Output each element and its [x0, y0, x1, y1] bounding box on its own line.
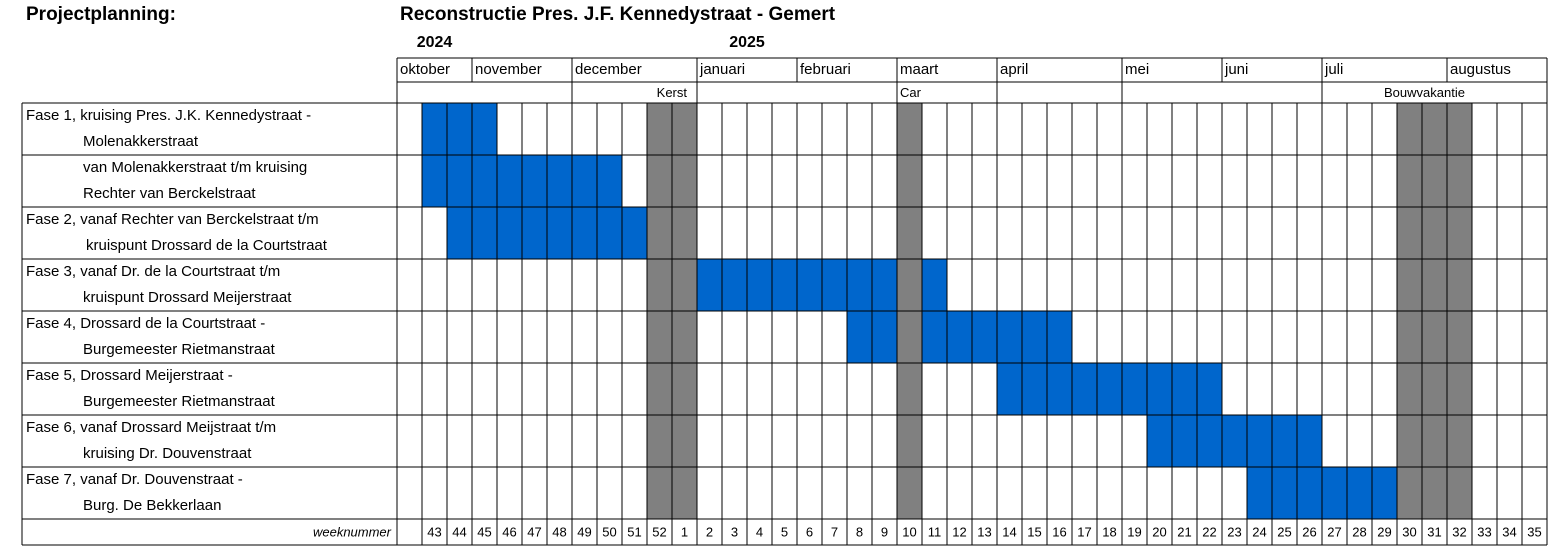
header-label: Projectplanning: [26, 4, 176, 25]
month-label: november [475, 61, 542, 78]
holiday-label: Car [900, 85, 922, 100]
week-number: 15 [1027, 524, 1041, 539]
month-label: februari [800, 61, 851, 78]
phase-bar [1147, 415, 1322, 467]
week-axis-label: weeknummer [313, 524, 392, 539]
week-number: 32 [1452, 524, 1466, 539]
week-number: 51 [627, 524, 641, 539]
phase-label: Fase 2, vanaf Rechter van Berckelstraat … [26, 211, 319, 228]
phase-label: kruising Dr. Douvenstraat [83, 445, 252, 462]
phase-label: Rechter van Berckelstraat [83, 185, 256, 202]
week-number: 48 [552, 524, 566, 539]
week-number: 33 [1477, 524, 1491, 539]
phase-label: Burgemeester Rietmanstraat [83, 393, 276, 410]
phase-label: Burgemeester Rietmanstraat [83, 341, 276, 358]
month-label: maart [900, 61, 939, 78]
phase-label: Fase 1, kruising Pres. J.K. Kennedystraa… [26, 107, 311, 124]
phase-label: van Molenakkerstraat t/m kruising [83, 159, 307, 176]
week-number: 31 [1427, 524, 1441, 539]
week-number: 26 [1302, 524, 1316, 539]
month-label: december [575, 61, 642, 78]
week-number: 5 [781, 524, 788, 539]
week-number: 29 [1377, 524, 1391, 539]
holiday-label: Kerst [657, 85, 688, 100]
week-number: 47 [527, 524, 541, 539]
month-label: juli [1324, 61, 1343, 78]
week-number: 11 [928, 524, 942, 539]
week-number: 27 [1327, 524, 1341, 539]
week-number: 10 [902, 524, 916, 539]
week-number: 17 [1077, 524, 1091, 539]
week-number: 6 [806, 524, 813, 539]
week-number: 13 [977, 524, 991, 539]
phase-label: Molenakkerstraat [83, 133, 199, 150]
week-number: 4 [756, 524, 763, 539]
week-number: 2 [706, 524, 713, 539]
week-number: 46 [502, 524, 516, 539]
week-number: 22 [1202, 524, 1216, 539]
chart-title: Reconstructie Pres. J.F. Kennedystraat -… [400, 4, 836, 25]
month-label: januari [699, 61, 745, 78]
week-number: 12 [952, 524, 966, 539]
week-number: 20 [1152, 524, 1166, 539]
phase-label: kruispunt Drossard Meijerstraat [83, 289, 292, 306]
phase-label: Burg. De Bekkerlaan [83, 497, 221, 514]
week-number: 28 [1352, 524, 1366, 539]
phase-bar [422, 103, 497, 155]
week-number: 3 [731, 524, 738, 539]
month-label: april [1000, 61, 1028, 78]
week-number: 52 [652, 524, 666, 539]
month-label: mei [1125, 61, 1149, 78]
week-number: 7 [831, 524, 838, 539]
week-number: 18 [1102, 524, 1116, 539]
week-number: 19 [1127, 524, 1141, 539]
month-label: augustus [1450, 61, 1511, 78]
phase-label: Fase 4, Drossard de la Courtstraat - [26, 315, 265, 332]
phase-label: Fase 5, Drossard Meijerstraat - [26, 367, 233, 384]
month-label: oktober [400, 61, 450, 78]
phase-label: Fase 7, vanaf Dr. Douvenstraat - [26, 471, 243, 488]
week-number: 8 [856, 524, 863, 539]
week-number: 21 [1177, 524, 1191, 539]
week-number: 14 [1002, 524, 1016, 539]
month-label: juni [1224, 61, 1248, 78]
phase-bar [997, 363, 1222, 415]
phase-label: kruispunt Drossard de la Courtstraat [86, 237, 328, 254]
week-number: 45 [477, 524, 491, 539]
week-number: 35 [1527, 524, 1541, 539]
week-number: 49 [577, 524, 591, 539]
week-number: 9 [881, 524, 888, 539]
year-label: 2024 [417, 34, 453, 51]
week-number: 16 [1052, 524, 1066, 539]
week-number: 44 [452, 524, 466, 539]
week-number: 25 [1277, 524, 1291, 539]
year-label: 2025 [729, 34, 765, 51]
week-number: 43 [427, 524, 441, 539]
week-number: 23 [1227, 524, 1241, 539]
phase-label: Fase 6, vanaf Drossard Meijstraat t/m [26, 419, 276, 436]
week-number: 24 [1252, 524, 1266, 539]
phase-bar [847, 311, 1072, 363]
week-number: 30 [1402, 524, 1416, 539]
phase-label: Fase 3, vanaf Dr. de la Courtstraat t/m [26, 263, 280, 280]
week-number: 1 [681, 524, 688, 539]
week-number: 34 [1502, 524, 1516, 539]
holiday-label: Bouwvakantie [1384, 85, 1465, 100]
week-number: 50 [602, 524, 616, 539]
